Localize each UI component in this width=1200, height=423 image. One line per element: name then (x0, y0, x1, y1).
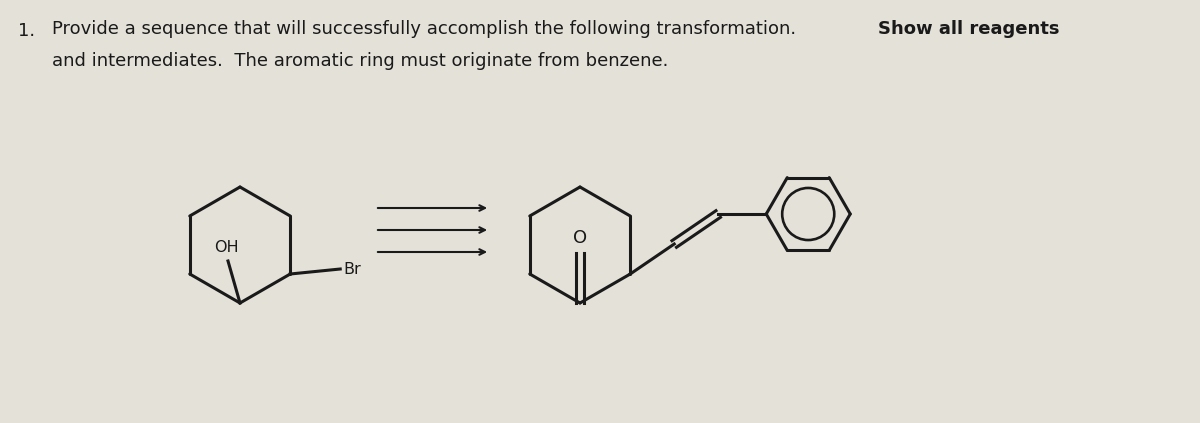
Text: Br: Br (343, 261, 361, 277)
Text: 1.: 1. (18, 22, 35, 40)
Text: and intermediates.  The aromatic ring must originate from benzene.: and intermediates. The aromatic ring mus… (52, 52, 668, 70)
Text: Provide a sequence that will successfully accomplish the following transformatio: Provide a sequence that will successfull… (52, 20, 808, 38)
Text: OH: OH (214, 240, 239, 255)
Text: Show all reagents: Show all reagents (878, 20, 1060, 38)
Text: O: O (572, 229, 587, 247)
